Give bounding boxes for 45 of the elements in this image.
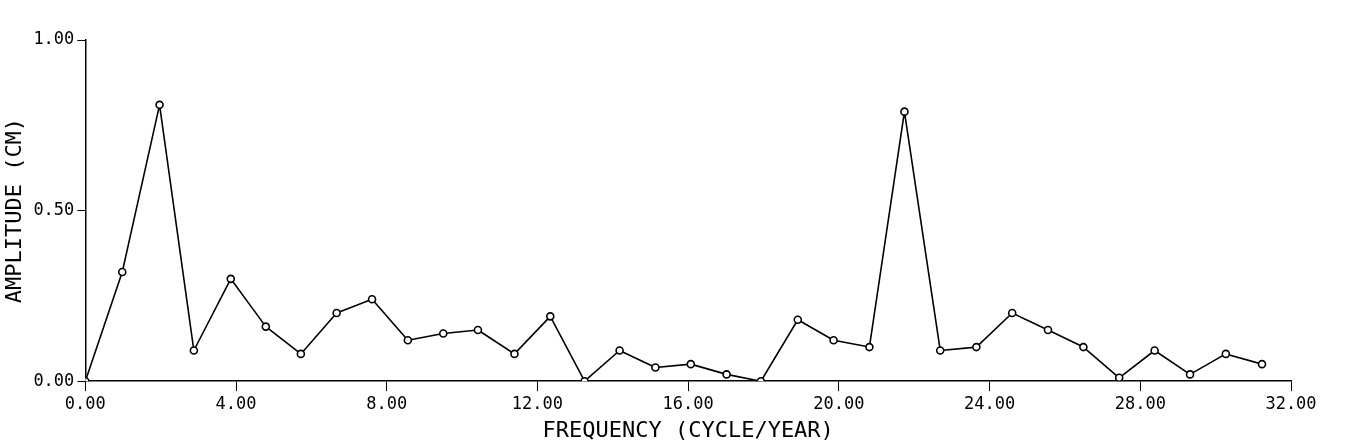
x-tick-label: 24.00 (963, 392, 1016, 413)
point (473, 325, 483, 335)
point (686, 359, 696, 369)
x-tick-label: 0.00 (64, 392, 106, 413)
point (1079, 342, 1088, 352)
x-axis-title: FREQUENCY (CYCLE/YEAR) (542, 416, 834, 442)
point (189, 346, 199, 355)
point (615, 346, 624, 355)
point (545, 312, 555, 321)
point (226, 274, 236, 284)
x-tick-label: 12.00 (511, 392, 564, 413)
point (722, 370, 731, 379)
point (367, 295, 377, 304)
x-tick-label: 32.00 (1265, 392, 1317, 413)
point (1257, 359, 1267, 369)
x-tick-label: 8.00 (366, 392, 408, 413)
x-tick-label: 16.00 (662, 392, 714, 413)
point (972, 342, 981, 352)
point (1043, 325, 1053, 335)
y-axis-title: AMPLITUDE (CM) (0, 117, 26, 304)
point (1007, 308, 1017, 318)
x-tick-label: 28.00 (1114, 392, 1166, 413)
y-tick-label: 0.00 (33, 369, 75, 390)
point (438, 329, 448, 338)
point (1221, 349, 1231, 359)
point (1114, 373, 1124, 382)
point (651, 363, 660, 372)
point (900, 107, 909, 116)
point (793, 315, 803, 325)
y-tick-label: 1.00 (33, 28, 75, 49)
point (510, 349, 519, 359)
point (829, 335, 838, 345)
point (1185, 370, 1195, 379)
point (261, 322, 271, 331)
point (332, 308, 341, 318)
point (117, 267, 127, 277)
x-tick-label: 4.00 (215, 392, 257, 413)
x-tick-label: 20.00 (813, 392, 865, 413)
point (403, 335, 413, 345)
point (296, 349, 306, 359)
point (935, 346, 945, 355)
y-tick-label: 0.50 (33, 199, 75, 220)
point (1150, 346, 1159, 355)
point (155, 100, 164, 110)
point (865, 342, 874, 352)
